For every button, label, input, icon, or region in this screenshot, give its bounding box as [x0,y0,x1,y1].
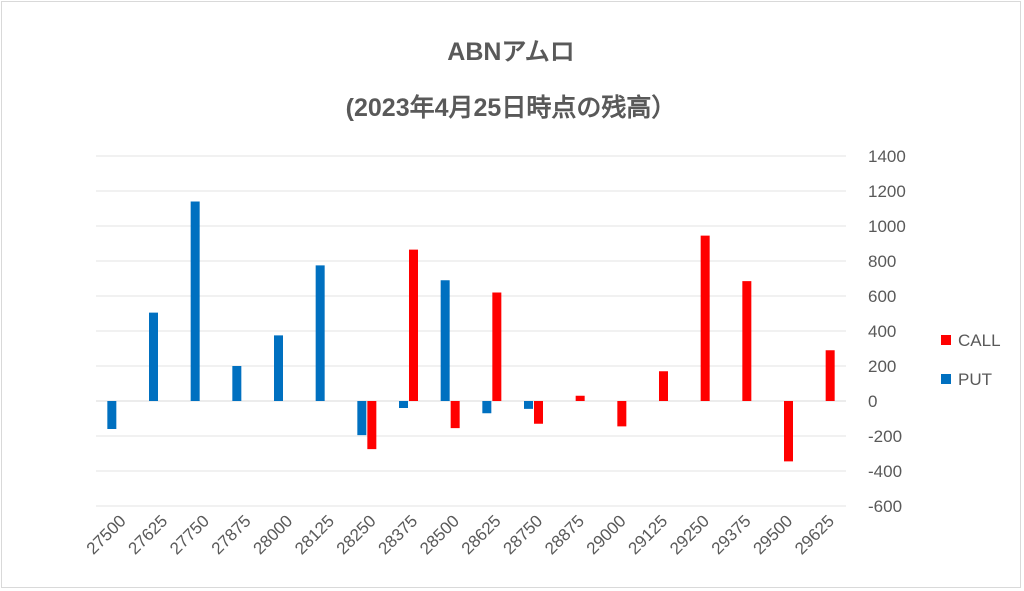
call-bar [617,401,627,427]
x-tick-label: 27500 [83,511,130,558]
y-axis-ticks: -600 -400 -200 0 200 400 600 800 1000 1200 1400 [868,147,906,516]
gridlines [96,155,846,507]
x-tick-label: 27625 [124,511,171,558]
y-tick-label: 1400 [868,147,906,166]
x-tick-label: 29250 [666,511,713,558]
call-bar [659,371,668,401]
x-tick-label: 28750 [499,511,546,558]
x-tick-label: 29375 [708,511,755,558]
y-tick-label: -400 [868,462,902,481]
y-tick-label: 1000 [868,217,906,236]
put-legend-swatch [941,374,951,384]
call-bar [742,281,752,401]
put-bar [357,401,367,436]
x-tick-label: 27750 [166,511,213,558]
call-bar [492,292,502,401]
put-bar [107,401,117,429]
x-tick-label: 28875 [541,511,588,558]
x-tick-label: 28125 [291,511,338,558]
put-bar [190,201,200,401]
x-tick-label: 28000 [249,511,296,558]
chart-title: ABNアムロ [447,38,575,66]
put-bar [524,401,533,409]
call-bar [409,249,418,401]
x-tick-label: 28375 [374,511,421,558]
put-bar [232,366,242,401]
call-legend-label: CALL [958,331,1001,350]
x-tick-label: 28500 [416,511,463,558]
put-bar [274,335,283,401]
x-axis-ticks: 2750027625277502787528000281252825028375… [83,511,838,558]
chart-subtitle: (2023年4月25日時点の残高） [345,94,677,122]
x-tick-label: 27875 [208,511,255,558]
legend: CALL PUT [941,331,1001,389]
x-tick-label: 29500 [749,511,796,558]
y-tick-label: -200 [868,427,902,446]
call-bar [825,350,835,401]
call-legend-swatch [941,335,951,345]
y-tick-label: 0 [868,392,877,411]
call-bar [450,401,460,429]
call-bar [575,395,585,401]
put-bar [440,280,450,401]
x-tick-label: 28250 [333,511,380,558]
put-legend-label: PUT [958,370,992,389]
y-tick-label: 1200 [868,182,906,201]
bars [107,201,835,462]
call-bar [534,401,543,424]
put-bar [149,312,158,401]
x-tick-label: 29625 [791,511,838,558]
y-tick-label: 400 [868,322,896,341]
put-bar [482,401,492,414]
y-tick-label: 200 [868,357,896,376]
y-tick-label: 800 [868,252,896,271]
x-tick-label: 28625 [458,511,505,558]
y-tick-label: 600 [868,287,896,306]
x-tick-label: 29000 [583,511,630,558]
put-bar [399,401,408,408]
put-bar [315,265,325,401]
call-bar [367,401,377,450]
y-tick-label: -600 [868,497,902,516]
call-bar [784,401,793,462]
x-tick-label: 29125 [624,511,671,558]
call-bar [700,235,710,401]
